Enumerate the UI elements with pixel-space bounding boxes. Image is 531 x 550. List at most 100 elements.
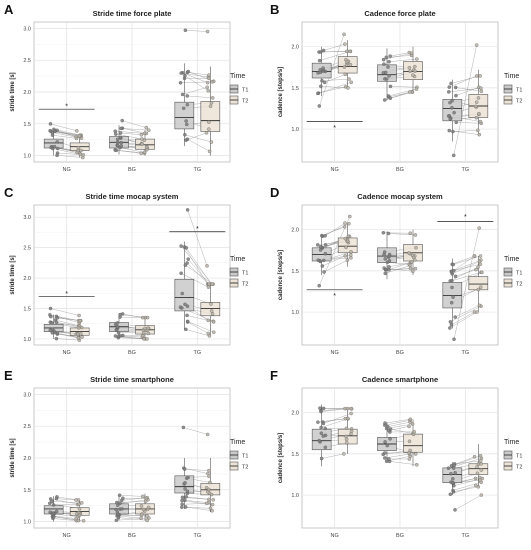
point-t2	[413, 233, 418, 237]
panel-title: Stride time mocap system	[86, 192, 179, 201]
point-t2	[210, 508, 214, 513]
grid	[302, 388, 498, 528]
point-t1	[319, 425, 323, 430]
point-t2	[211, 498, 216, 502]
point-t2	[209, 302, 213, 306]
panel-letter: A	[4, 2, 14, 17]
y-tick-label: 2.0	[291, 411, 299, 417]
pair-line	[187, 95, 213, 99]
point-t2	[343, 42, 347, 46]
point-t2	[480, 270, 484, 275]
pair-line	[318, 86, 346, 94]
point-t1	[316, 420, 320, 424]
pair-line	[450, 266, 479, 282]
point-t2	[346, 86, 350, 90]
point-t1	[449, 323, 454, 327]
point-t2	[210, 282, 214, 286]
point-t2	[479, 89, 484, 94]
point-t1	[446, 466, 451, 470]
point-t1	[115, 500, 119, 505]
pair-line	[52, 518, 77, 521]
box-iqr	[442, 467, 463, 484]
point-t2	[77, 502, 81, 506]
point-t2	[342, 452, 346, 456]
point-t2	[345, 49, 349, 54]
point-t2	[349, 250, 353, 254]
point-t2	[348, 62, 353, 67]
pair-line	[451, 75, 481, 84]
point-t2	[210, 96, 215, 100]
point-t2	[207, 474, 211, 479]
point-t1	[184, 122, 189, 127]
box-t2	[468, 69, 489, 136]
point-t2	[205, 80, 210, 85]
pair-line	[183, 467, 208, 474]
pair-line	[183, 427, 208, 435]
point-t1	[114, 518, 119, 523]
legend-label: T2	[242, 99, 248, 105]
point-t1	[318, 50, 323, 54]
pair-line	[53, 515, 77, 519]
point-t2	[142, 330, 146, 335]
pair-line	[383, 53, 412, 60]
panel-b: B Cadence force plate 1.0 1.5 2.0 NG BG TG caden…	[270, 2, 522, 173]
panel-title: Stride time smartphone	[90, 375, 174, 384]
point-t2	[142, 131, 147, 136]
legend: Time T1 T2	[503, 439, 522, 471]
pair-line	[57, 332, 79, 338]
pair-line	[182, 72, 208, 83]
point-t1	[449, 81, 453, 86]
point-t2	[212, 330, 216, 334]
point-t2	[210, 312, 215, 316]
point-t1	[451, 488, 455, 493]
data-points	[316, 32, 354, 108]
y-tick-label: 1.0	[23, 520, 31, 526]
point-t1	[320, 78, 324, 83]
x-tick-label: NG	[331, 167, 339, 173]
point-t1	[183, 487, 187, 491]
y-tick-label: 2.0	[291, 228, 299, 234]
pair-line	[320, 86, 348, 89]
pair-line	[56, 316, 80, 323]
pair-line	[53, 513, 78, 517]
point-t2	[477, 303, 482, 308]
point-t1	[185, 137, 190, 141]
legend-title: Time	[504, 439, 519, 446]
pair-line	[455, 87, 479, 96]
point-t2	[349, 406, 353, 411]
pair-line	[454, 460, 481, 465]
pair-line	[390, 91, 410, 99]
point-t1	[48, 129, 52, 133]
point-t1	[47, 501, 52, 506]
point-t2	[79, 501, 84, 505]
pair-line	[187, 209, 208, 266]
point-t1	[51, 503, 56, 507]
point-t1	[183, 498, 187, 503]
point-t2	[146, 326, 150, 331]
legend: Time T1 T2	[229, 73, 248, 105]
data-points	[315, 214, 353, 288]
point-t2	[474, 74, 479, 78]
point-t2	[206, 89, 211, 93]
point-t1	[179, 71, 183, 75]
point-t2	[206, 318, 210, 323]
pair-line	[389, 58, 417, 62]
y-tick-label: 1.5	[23, 488, 31, 494]
point-t2	[76, 518, 81, 523]
pair-line	[453, 478, 483, 486]
point-t2	[477, 259, 482, 264]
y-tick-label: 1.5	[23, 306, 31, 312]
data-points	[381, 50, 419, 102]
point-t1	[49, 321, 54, 325]
point-t1	[388, 84, 393, 89]
point-t2	[413, 69, 417, 73]
point-t1	[387, 268, 391, 272]
point-t2	[77, 513, 82, 518]
point-t2	[207, 497, 211, 502]
significance-star: *	[65, 104, 68, 111]
point-t1	[450, 279, 454, 283]
point-t1	[451, 480, 455, 485]
point-t2	[78, 318, 82, 323]
point-t1	[454, 120, 458, 125]
y-tick-label: 3.0	[23, 26, 31, 32]
